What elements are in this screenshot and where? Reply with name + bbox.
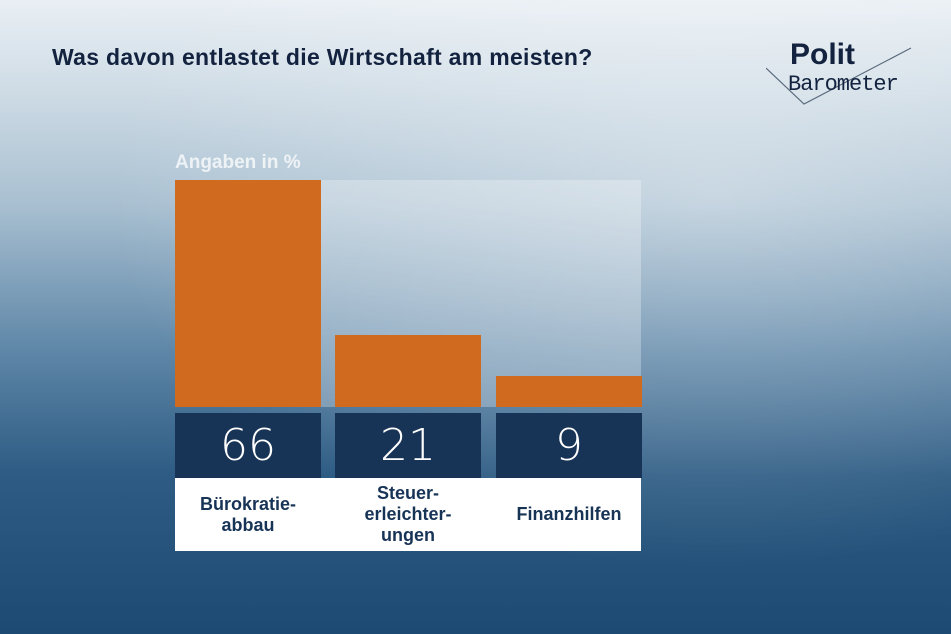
logo-line1: Polit [790,38,855,71]
politbarometer-logo: Polit Barometer [766,38,916,108]
category-label: Finanzhilfen [516,504,622,524]
category-label: Bürokratie- abbau [199,493,297,535]
value-label: 66 [175,413,321,478]
checkmark-icon [766,47,912,105]
value-label: 9 [496,413,642,478]
bar-0 [175,180,321,407]
unit-label: Angaben in % [175,152,301,173]
logo-line2: Barometer [788,72,899,97]
category-labels-panel: Bürokratie- abbau Steuer- erleichter- ung… [175,478,641,551]
bar-1 [335,334,481,407]
page-title: Was davon entlastet die Wirtschaft am me… [52,44,593,70]
value-label: 21 [335,413,481,478]
bar-2 [496,376,642,407]
category-label: Steuer- erleichter- ungen [364,483,452,545]
